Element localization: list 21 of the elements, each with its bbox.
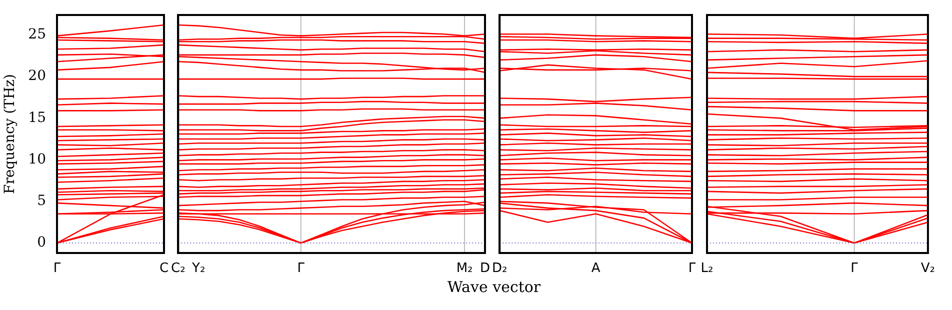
x-axis-title: Wave vector [447, 278, 541, 296]
y-axis-title: Frequency (THz) [2, 74, 18, 194]
y-tick-label: 10 [28, 151, 46, 168]
y-tick-label: 0 [37, 234, 46, 251]
x-tick-label: C [159, 261, 169, 276]
x-tick-label: Y₂ [191, 261, 206, 276]
y-tick-label: 5 [37, 193, 46, 210]
x-tick-label: V₂ [920, 261, 935, 276]
x-tick-label: Γ [297, 261, 306, 276]
x-tick-label: C₂ [170, 261, 186, 276]
y-tick-label: 20 [28, 68, 46, 84]
x-tick-label: M₂ [456, 261, 473, 276]
x-tick-label: Γ [850, 261, 859, 276]
x-tick-label: Γ [53, 261, 62, 276]
y-tick-label: 15 [28, 110, 46, 126]
x-tick-label: D₂ [492, 261, 508, 276]
x-tick-label: D [480, 261, 490, 276]
x-tick-label: Γ [688, 261, 696, 276]
x-tick-label: L₂ [700, 261, 714, 276]
y-tick-label: 25 [28, 26, 46, 43]
x-tick-label: A [591, 261, 600, 276]
